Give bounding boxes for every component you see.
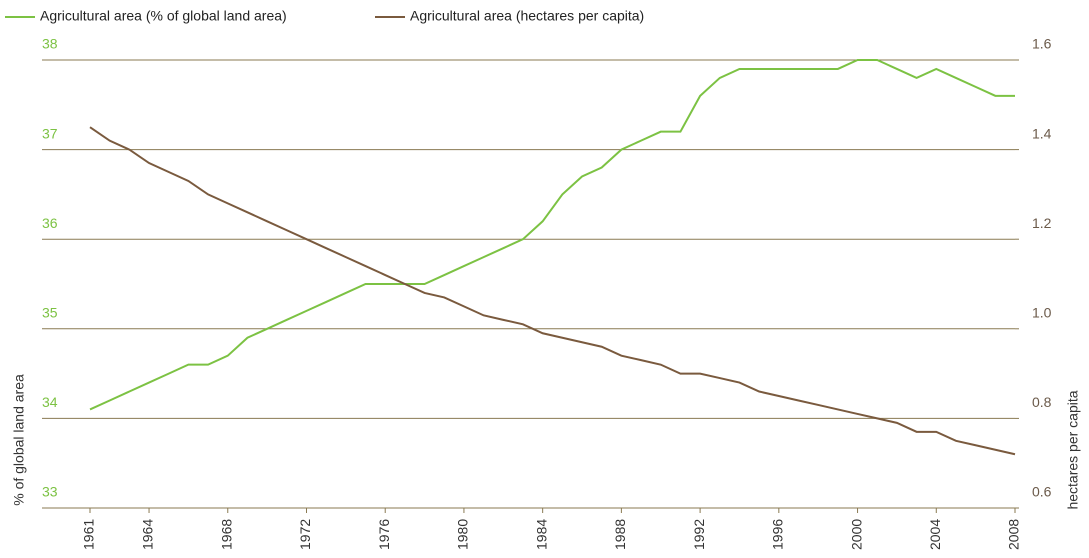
- x-tick-label: 1968: [218, 519, 234, 550]
- y-tick-label: 37: [42, 125, 58, 141]
- y2-tick-label: 1.2: [1032, 215, 1052, 231]
- y-tick-label: 34: [42, 394, 58, 410]
- x-tick-label: 1996: [770, 519, 786, 550]
- x-tick-label: 1988: [612, 519, 628, 550]
- y2-axis-title: hectares per capita: [1065, 390, 1081, 509]
- y-tick-label: 36: [42, 215, 58, 231]
- series-line: [89, 126, 1016, 456]
- x-tick-label: 1976: [376, 519, 392, 550]
- legend-label: Agricultural area (% of global land area…: [40, 8, 287, 24]
- y2-tick-label: 0.8: [1032, 394, 1052, 410]
- x-tick-label: 2000: [848, 519, 864, 550]
- x-tick-label: 2004: [927, 519, 943, 550]
- y-tick-label: 35: [42, 305, 58, 321]
- x-tick-label: 2008: [1006, 519, 1022, 550]
- series-line: [89, 59, 1015, 411]
- y2-tick-label: 1.6: [1032, 36, 1052, 52]
- y-axis-title: % of global land area: [11, 374, 27, 506]
- legend-label: Agricultural area (hectares per capita): [410, 8, 644, 24]
- y-tick-label: 33: [42, 484, 58, 500]
- x-tick-label: 1980: [455, 519, 471, 550]
- x-tick-label: 1984: [533, 519, 549, 550]
- x-tick-label: 1972: [297, 519, 313, 550]
- y2-tick-label: 0.6: [1032, 484, 1052, 500]
- y-tick-label: 38: [42, 36, 58, 52]
- x-tick-label: 1961: [81, 519, 97, 550]
- x-tick-label: 1992: [691, 519, 707, 550]
- y2-tick-label: 1.4: [1032, 125, 1052, 141]
- x-tick-label: 1964: [140, 519, 156, 550]
- y2-tick-label: 1.0: [1032, 305, 1052, 321]
